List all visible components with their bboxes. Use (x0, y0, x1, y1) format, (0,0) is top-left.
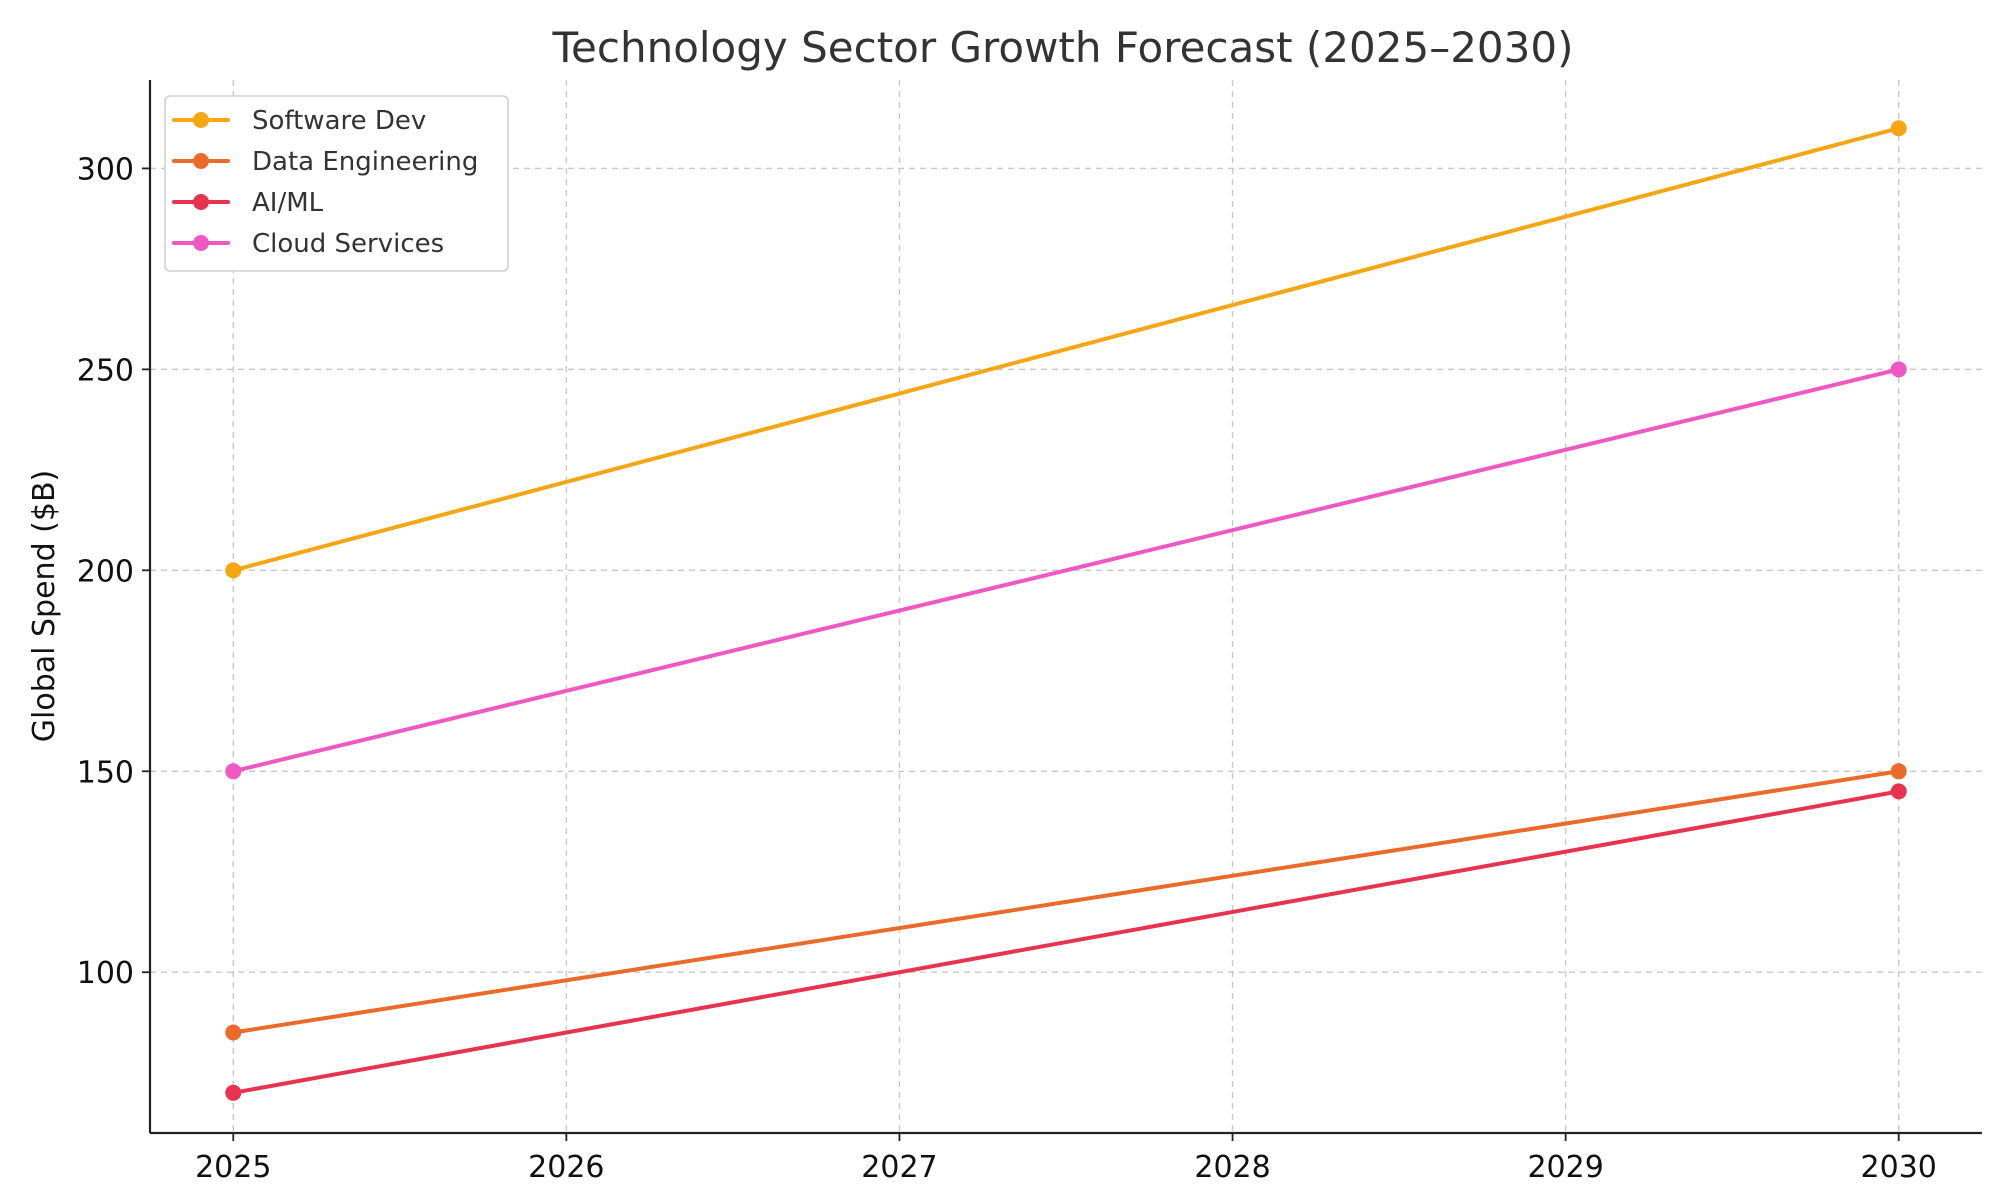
x-tick-label: 2026 (528, 1150, 604, 1185)
data-point-software-dev (1890, 120, 1907, 137)
data-point-software-dev (225, 562, 242, 579)
y-tick-label: 250 (77, 353, 134, 388)
x-tick-label: 2028 (1194, 1150, 1270, 1185)
data-point-data-engineering (225, 1024, 242, 1041)
legend-label: Cloud Services (252, 229, 444, 259)
data-point-ai-ml (1890, 783, 1907, 800)
y-tick-label: 200 (77, 554, 134, 589)
legend: Software Dev Data Engineering AI/ML Cloud S… (164, 95, 509, 272)
x-tick-label: 2025 (195, 1150, 271, 1185)
series-line-cloud-services (231, 367, 1901, 774)
x-tick-label: 2030 (1861, 1150, 1937, 1185)
x-tick-label: 2029 (1527, 1150, 1603, 1185)
data-point-ai-ml (225, 1084, 242, 1101)
y-tick-label: 150 (77, 755, 134, 790)
legend-marker (193, 112, 209, 128)
data-point-data-engineering (1890, 763, 1907, 780)
series-line-ai-ml (231, 789, 1901, 1095)
y-tick-label: 100 (77, 956, 134, 991)
legend-box (164, 95, 509, 272)
axes: 2025 2026 2027 2028 2029 2030 100 150 200 250 300 (77, 80, 1982, 1185)
x-tick-label: 2027 (861, 1150, 937, 1185)
legend-marker (193, 153, 209, 169)
legend-label: AI/ML (252, 188, 324, 218)
y-axis-title: Global Spend ($B) (27, 470, 62, 742)
legend-marker (193, 235, 209, 251)
data-point-cloud-services (225, 763, 242, 780)
legend-marker (193, 194, 209, 210)
data-point-cloud-services (1890, 361, 1907, 378)
legend-label: Software Dev (252, 106, 426, 136)
series-layer (225, 120, 1907, 1101)
series-line-data-engineering (231, 769, 1901, 1035)
series-line-software-dev (231, 126, 1901, 573)
chart-title: Technology Sector Growth Forecast (2025–… (552, 23, 1574, 72)
legend-label: Data Engineering (252, 147, 478, 177)
y-tick-label: 300 (77, 152, 134, 187)
